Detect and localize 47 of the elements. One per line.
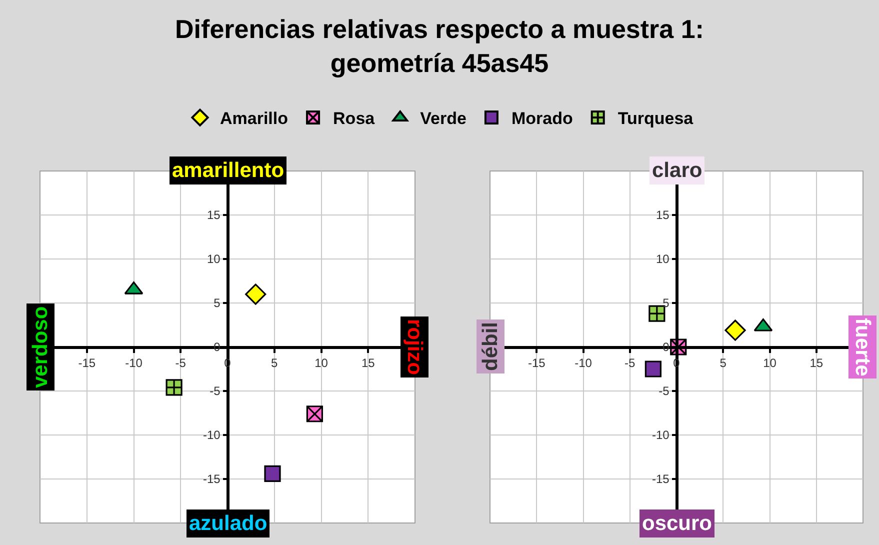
x-tick-label: -15	[528, 356, 546, 370]
y-tick-label: -5	[658, 384, 670, 398]
point	[644, 360, 662, 378]
x-tick-label: -5	[624, 356, 636, 370]
x-tick-label: 5	[720, 356, 727, 370]
x-tick-label: 0	[224, 356, 232, 370]
point	[166, 379, 182, 396]
legend-label: Morado	[511, 109, 573, 128]
legend-label: Turquesa	[618, 109, 694, 128]
annotation: amarillento	[172, 159, 284, 182]
x-tick-label: 15	[361, 356, 376, 370]
x-tick-label: -10	[125, 356, 143, 370]
legend-label: Amarillo	[220, 109, 288, 128]
y-tick-label: 0	[662, 340, 670, 354]
y-tick-label: 15	[206, 208, 221, 222]
point	[724, 320, 746, 341]
y-tick-label: -10	[652, 428, 670, 442]
point	[245, 284, 266, 305]
y-tick-label: 10	[656, 252, 670, 266]
y-tick-label: 0	[214, 340, 221, 354]
annotation: claro	[652, 159, 702, 182]
y-tick-label: 5	[662, 296, 670, 310]
annotation: rojizo	[403, 319, 426, 375]
x-tick-label: -10	[574, 356, 592, 370]
annotation: azulado	[189, 512, 268, 535]
annotation: verdoso	[29, 306, 52, 388]
point	[264, 465, 281, 482]
x-tick-label: -5	[175, 356, 186, 370]
y-tick-label: -5	[210, 384, 221, 398]
y-tick-label: -15	[652, 472, 670, 486]
x-tick-label: 10	[314, 356, 328, 370]
y-tick-label: 10	[206, 252, 221, 266]
legend-label: Rosa	[333, 109, 376, 128]
x-tick-label: 10	[763, 356, 777, 370]
y-tick-label: 5	[214, 296, 221, 310]
annotation: fuerte	[851, 318, 874, 376]
y-tick-label: -15	[203, 472, 221, 486]
y-tick-label: 15	[656, 208, 670, 222]
chart-title: Diferencias relativas respecto a muestra 1: geometría 45as45	[175, 14, 704, 78]
x-tick-label: 0	[673, 356, 680, 370]
legend-label: Verde	[420, 109, 466, 128]
annotation: oscuro	[642, 512, 712, 535]
x-tick-label: 5	[271, 356, 278, 370]
y-tick-label: -10	[203, 428, 221, 442]
x-tick-label: 15	[810, 356, 824, 370]
annotation: débil	[479, 322, 502, 371]
x-tick-label: -15	[78, 356, 96, 370]
